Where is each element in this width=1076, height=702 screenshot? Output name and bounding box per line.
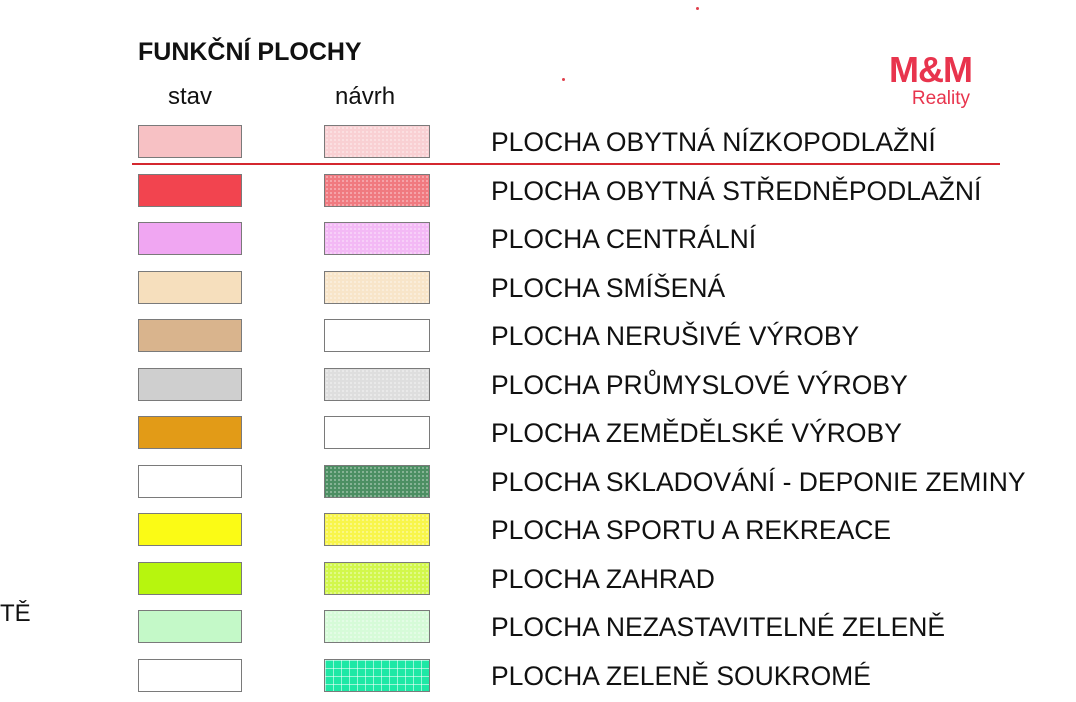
legend-label: PLOCHA NEZASTAVITELNÉ ZELENĚ: [491, 612, 946, 642]
legend-swatch-stav: [138, 610, 242, 643]
legend-label: PLOCHA ZAHRAD: [491, 564, 715, 594]
legend-label: PLOCHA ZELENĚ SOUKROMÉ: [491, 661, 871, 691]
legend-label: PLOCHA CENTRÁLNÍ: [491, 224, 757, 254]
legend-label: PLOCHA SMÍŠENÁ: [491, 273, 726, 303]
legend-swatch-navrh: [324, 465, 430, 498]
column-header-navrh: návrh: [335, 83, 396, 110]
legend-swatch-navrh: [324, 174, 430, 207]
logo-sub-text: Reality: [911, 88, 970, 109]
legend-swatch-stav: [138, 659, 242, 692]
legend-swatch-navrh: [324, 222, 430, 255]
legend-swatch-stav: [138, 125, 242, 158]
legend-label: PLOCHA NERUŠIVÉ VÝROBY: [491, 321, 860, 351]
legend-swatch-navrh: [324, 659, 430, 692]
legend-label: PLOCHA SPORTU A REKREACE: [491, 515, 892, 545]
legend-swatch-navrh: [324, 319, 430, 352]
legend-swatch-stav: [138, 513, 242, 546]
legend-swatch-navrh: [324, 610, 430, 643]
legend-label: PLOCHA PRŮMYSLOVÉ VÝROBY: [491, 370, 908, 400]
legend-swatch-navrh: [324, 513, 430, 546]
legend-swatch-stav: [138, 416, 242, 449]
legend-swatch-stav: [138, 368, 242, 401]
red-annotation-line: [132, 163, 1000, 165]
legend-swatch-stav: [138, 174, 242, 207]
column-header-stav: stav: [168, 83, 213, 110]
logo-main-text: M&M: [889, 49, 973, 90]
legend-swatch-stav: [138, 465, 242, 498]
legend-label: PLOCHA SKLADOVÁNÍ - DEPONIE ZEMINY: [491, 467, 1026, 497]
legend-swatch-navrh: [324, 125, 430, 158]
legend-swatch-navrh: [324, 368, 430, 401]
legend-swatch-stav: [138, 222, 242, 255]
legend-label: PLOCHA OBYTNÁ STŘEDNĚPODLAŽNÍ: [491, 176, 982, 206]
legend-title: FUNKČNÍ PLOCHY: [138, 38, 362, 66]
legend-swatch-navrh: [324, 562, 430, 595]
legend-swatch-stav: [138, 271, 242, 304]
cropped-side-text: TĚ: [0, 600, 31, 627]
legend-swatch-navrh: [324, 271, 430, 304]
legend-swatch-navrh: [324, 416, 430, 449]
red-dot-marker: [696, 7, 699, 10]
company-logo: M&M Reality: [862, 49, 973, 110]
legend-swatch-stav: [138, 562, 242, 595]
legend-label: PLOCHA ZEMĚDĚLSKÉ VÝROBY: [491, 418, 902, 448]
legend-swatch-stav: [138, 319, 242, 352]
red-dot-marker: [562, 78, 565, 81]
legend-label: PLOCHA OBYTNÁ NÍZKOPODLAŽNÍ: [491, 127, 936, 157]
